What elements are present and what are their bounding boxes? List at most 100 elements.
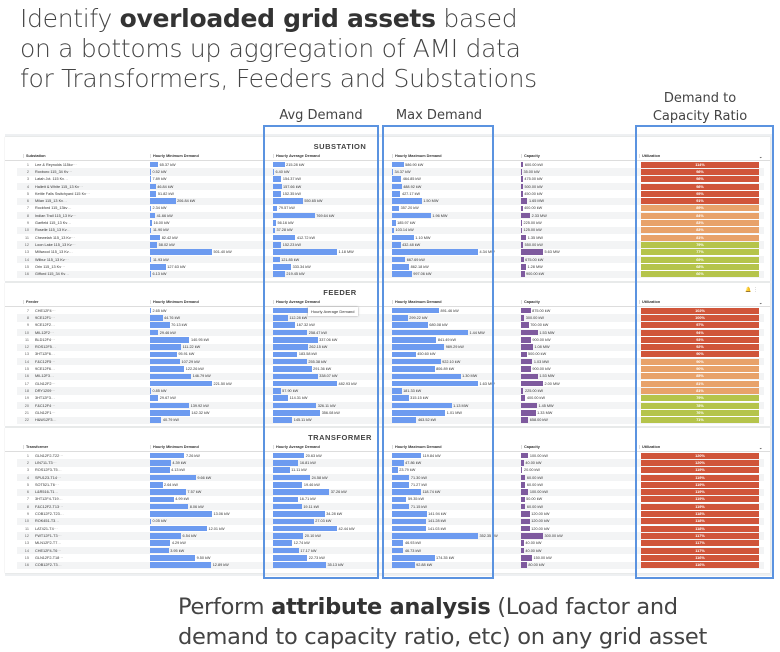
asset-name[interactable]: F&C12F2-T13 ⋯	[35, 503, 63, 510]
column-header-avg[interactable]: Hourly Average Demand	[273, 300, 320, 304]
more-icon[interactable]: ⋯	[68, 250, 73, 255]
asset-name[interactable]: Roxboro 115_34 Kv ⋯	[35, 168, 72, 175]
table-row[interactable]: 2 Roxboro 115_34 Kv ⋯ 0.52 kW 6.40 kW 34.37 …	[17, 168, 764, 176]
table-row[interactable]: 5 Kettle Falls Switchyard 115 Kv ⋯ 51.82 k…	[17, 190, 764, 198]
asset-name-text[interactable]: 3HT12F3	[35, 396, 51, 401]
asset-name[interactable]: Kettle Falls Switchyard 115 Kv ⋯	[35, 190, 90, 197]
more-icon[interactable]: ⋯	[54, 483, 59, 488]
table-row[interactable]: 12 FWT12F1-T3 ⋯ 6.54 kW 20.10 kW 352.35 kW 30…	[17, 532, 764, 540]
asset-name-text[interactable]: MLN12F2-T7	[35, 541, 58, 546]
asset-name-text[interactable]: Hallett & White 115_13 Kv	[35, 184, 80, 189]
asset-name-text[interactable]: ROK451-T3	[35, 519, 56, 524]
more-icon[interactable]: ⋯	[55, 519, 60, 524]
table-row[interactable]: 12 Loon Lake 115_13 Kv ⋯ 58.02 kW 152.23 kW…	[17, 241, 764, 249]
asset-name-text[interactable]: Gifford 115_34 Kv	[35, 272, 66, 277]
asset-name-text[interactable]: Loon Lake 115_13 Kv	[35, 242, 72, 247]
asset-name[interactable]: 3HT12F3 ⋯	[35, 395, 55, 402]
asset-name-text[interactable]: CHE12F4-T6	[35, 548, 58, 553]
sort-chevron-icon[interactable]: ⌄	[759, 301, 763, 305]
table-row[interactable]: 4 Hallett & White 115_13 Kv ⋯ 46.84 kW 157.…	[17, 182, 764, 191]
asset-name-text[interactable]: Roxboro 115_34 Kv	[35, 169, 69, 174]
asset-name[interactable]: F&C12F4 ⋯	[35, 402, 55, 409]
table-row[interactable]: 13 MLN12F2-T7 ⋯ 4.29 kW 12.74 kW 46.93 kW 40.…	[17, 539, 764, 547]
asset-name-text[interactable]: GLN12F1	[35, 410, 52, 415]
table-row[interactable]: 3 ROS12F3-T5 ⋯ 4.13 kW 11.11 kW 23.79 kW 20.0…	[17, 466, 764, 474]
table-row[interactable]: 14 CHE12F4-T6 ⋯ 3.95 kW 17.17 kW 46.73 kW 40.…	[17, 546, 764, 555]
column-header-max[interactable]: Hourly Maximum Demand	[392, 445, 442, 449]
asset-name-text[interactable]: GLN12F2	[35, 381, 52, 386]
asset-name[interactable]: Latah Jct. 115 Kv ⋯	[35, 176, 68, 183]
more-icon[interactable]: ⋯	[64, 258, 69, 263]
asset-name[interactable]: GLN12F2-T22 ⋯	[35, 452, 63, 459]
asset-name-text[interactable]: Latah Jct. 115 Kv	[35, 177, 65, 182]
more-icon[interactable]: ⋯	[51, 389, 56, 394]
asset-name[interactable]: SPU123-T14 ⋯	[35, 474, 61, 481]
asset-name[interactable]: H&W12F3 ⋯	[35, 417, 56, 424]
more-icon[interactable]: ⋯	[51, 309, 56, 314]
asset-name-text[interactable]: Rockford 115_13kv	[35, 206, 68, 211]
more-icon[interactable]: ⋮	[753, 287, 758, 293]
more-icon[interactable]: ⋯	[68, 170, 73, 175]
asset-name-text[interactable]: SOT521-T6	[35, 482, 55, 487]
asset-name[interactable]: Orin 115_13 Kv ⋯	[35, 263, 65, 270]
column-header-avg[interactable]: Hourly Average Demand	[273, 445, 320, 449]
asset-name[interactable]: Garfield 115_13 Kv ⋯	[35, 219, 71, 226]
more-icon[interactable]: ⋯	[67, 221, 72, 226]
more-icon[interactable]: ⋯	[57, 541, 62, 546]
more-icon[interactable]: ⋯	[59, 454, 64, 459]
table-row[interactable]: 12 ROS12F5 ⋯ 111.22 kW 262.15 kW 989.29 kW 1.…	[17, 343, 764, 351]
table-row[interactable]: 16 Gifford 115_34 Kv ⋯ 6.13 kW 219.45 kW 997…	[17, 270, 764, 278]
table-row[interactable]: 9 COB12F2-T23 ⋯ 13.06 kW 34.28 kW 141.94 kW 1…	[17, 510, 764, 518]
column-header-cap[interactable]: Capacity	[521, 445, 540, 449]
column-header-cap[interactable]: Capacity	[521, 154, 540, 158]
table-row[interactable]: 8 Indian Trail 115_13 Kv ⋯ 41.66 kW 769.64 …	[17, 212, 764, 220]
table-row[interactable]: 13 Millwood 115_13 Kv ⋯ 501.40 kW 1.18 MW 4.…	[17, 248, 764, 256]
table-row[interactable]: 10 ROK451-T3 ⋯ 0.05 kW 27.03 kW 141.28 kW 120…	[17, 517, 764, 525]
asset-name-text[interactable]: Millwood 115_13 Kv	[35, 250, 69, 255]
table-row[interactable]: 6 L&R516-T1 ⋯ 7.57 kW 37.26 kW 118.74 kW 100.…	[17, 488, 764, 496]
table-row[interactable]: 3 Latah Jct. 115 Kv ⋯ 7.89 kW 154.37 kW 464.…	[17, 175, 764, 183]
table-row[interactable]: 8 9CE12F1 ⋯ 44.76 kW 112.28 kW 299.22 kW 300.…	[17, 314, 764, 322]
more-icon[interactable]: ⋯	[59, 556, 64, 561]
asset-name-text[interactable]: 9CE12F6	[35, 367, 52, 372]
more-icon[interactable]: ⋯	[70, 236, 75, 241]
asset-name[interactable]: Indian Trail 115_13 Kv ⋯	[35, 212, 76, 219]
asset-name[interactable]: Hallett & White 115_13 Kv ⋯	[35, 183, 83, 190]
asset-name-text[interactable]: 9CE12F2	[35, 323, 52, 328]
table-row[interactable]: 11 BLD12F4 ⋯ 140.95 kW 337.06 kW 841.49 kW 90…	[17, 336, 764, 344]
more-icon[interactable]: ⋯	[49, 374, 54, 379]
table-row[interactable]: 16 COB12F2-T3 ⋯ 12.89 kW 35.13 kW 92.88 kW 80…	[17, 561, 764, 569]
more-icon[interactable]: ⋯	[50, 396, 55, 401]
column-header-max[interactable]: Hourly Maximum Demand	[392, 154, 442, 158]
asset-name-text[interactable]: GLN12F2-T22	[35, 453, 60, 458]
more-icon[interactable]: ⋯	[52, 418, 57, 423]
table-row[interactable]: 9 Garfield 115_13 Kv ⋯ 16.00 kW 56.16 kW 185…	[17, 219, 764, 227]
more-icon[interactable]: ⋯	[51, 367, 55, 372]
table-row[interactable]: 22 H&W12F3 ⋯ 40.79 kW 145.11 kW 463.52 kW 658…	[17, 416, 764, 424]
asset-name[interactable]: 9CE12F1 ⋯	[35, 314, 55, 321]
more-icon[interactable]: ⋯	[63, 199, 67, 204]
asset-name[interactable]: 3HT12F4-T19 ⋯	[35, 496, 62, 503]
asset-name[interactable]: LIN711-T3 ⋯	[35, 459, 56, 466]
asset-name-text[interactable]: Roselle 115_13 Kv	[35, 228, 67, 233]
asset-name-text[interactable]: BLD12F4	[35, 337, 52, 342]
asset-name[interactable]: ROS12F5 ⋯	[35, 344, 56, 351]
asset-name-text[interactable]: ROS12F3-T5	[35, 468, 58, 473]
asset-name-text[interactable]: Milan 115_13 Kv	[35, 199, 64, 204]
more-icon[interactable]: ⋯	[61, 265, 65, 270]
asset-name[interactable]: 3HT12F6 ⋯	[35, 351, 55, 358]
asset-name-text[interactable]: DRY1209	[35, 388, 52, 393]
more-icon[interactable]: ⋯	[57, 549, 62, 554]
asset-name[interactable]: Gifford 115_34 Kv ⋯	[35, 271, 69, 278]
panel-menu[interactable]: 🔔 ⋮	[745, 287, 758, 293]
asset-name-text[interactable]: LIN711-T3	[35, 460, 53, 465]
asset-name[interactable]: COB12F2-T3 ⋯	[35, 562, 61, 569]
asset-name-text[interactable]: 3HT12F4-T19	[35, 497, 59, 502]
more-icon[interactable]: ⋯	[51, 411, 56, 416]
table-row[interactable]: 19 3HT12F3 ⋯ 29.67 kW 114.31 kW 315.15 kW 400…	[17, 394, 764, 402]
asset-name[interactable]: MIL12F3 ⋯	[35, 373, 54, 380]
column-header-min[interactable]: Hourly Minimum Demand	[150, 154, 199, 158]
table-row[interactable]: 21 GLN12F1 ⋯ 142.32 kW 356.08 kW 1.01 MW 1.33…	[17, 409, 764, 417]
more-icon[interactable]: ⋯	[53, 527, 58, 532]
table-row[interactable]: 2 LIN711-T3 ⋯ 4.39 kW 16.81 kW 47.86 kW 40.00…	[17, 459, 764, 467]
